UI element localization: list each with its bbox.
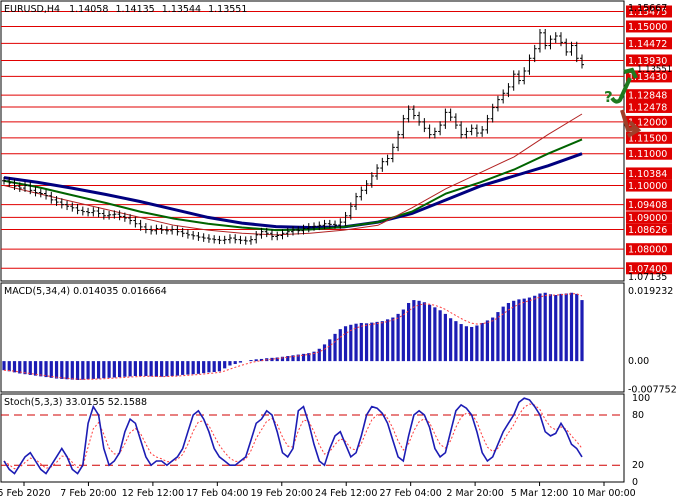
price-level-tag xyxy=(626,223,672,236)
question-mark-icon: ? xyxy=(604,88,613,106)
low-value: 1.13544 xyxy=(162,4,201,15)
current-price-label: 1.13551 xyxy=(637,65,672,75)
time-label: 19 Feb 20:00 xyxy=(251,488,313,499)
price-level-tag-label: 1.13430 xyxy=(628,72,667,83)
stochastic-label: Stoch(5,3,3) 33.0155 52.1588 xyxy=(4,397,147,408)
price-level-tag xyxy=(626,147,672,160)
chart-header: EURUSD,H4 1.14058 1.14135 1.13544 1.1355… xyxy=(4,4,247,15)
price-level-tag-label: 1.09000 xyxy=(628,213,667,224)
price-level-tag-label: 1.07400 xyxy=(628,264,667,275)
price-level-tag xyxy=(626,5,672,18)
macd-axis-label: 0.019232 xyxy=(628,286,673,297)
price-bars xyxy=(2,29,584,245)
price-level-tag xyxy=(626,100,672,113)
price-level-tag xyxy=(626,20,672,33)
price-level-tag-label: 1.08000 xyxy=(628,245,667,256)
stochastic-axis-label: 0 xyxy=(632,477,638,488)
price-level-tag xyxy=(626,70,672,83)
price-level-tag xyxy=(626,167,672,180)
price-level-tag-label: 1.12848 xyxy=(628,91,667,102)
time-axis: 5 Feb 2020 7 Feb 20:00 12 Feb 12:00 17 Feb … xyxy=(0,482,636,499)
price-level-tag-label: 1.10000 xyxy=(628,181,667,192)
up-arrow-icon xyxy=(610,77,632,104)
macd-axis-label: -0.007752 xyxy=(628,384,677,395)
open-value: 1.14058 xyxy=(69,4,108,15)
macd-signal-line xyxy=(3,293,583,380)
time-label: 24 Feb 12:00 xyxy=(315,488,377,499)
price-level-tag-label: 1.11500 xyxy=(628,133,667,144)
price-panel xyxy=(0,0,625,282)
stochastic-main-line xyxy=(3,397,583,475)
price-level-tag-label: 1.15475 xyxy=(628,7,667,18)
price-level-tag xyxy=(626,37,672,50)
price-level-tag-label: 1.13930 xyxy=(628,56,667,67)
price-level-tag-label: 1.10384 xyxy=(628,169,667,180)
price-level-tag xyxy=(626,115,672,128)
macd-label: MACD(5,34,4) 0.014035 0.016664 xyxy=(4,286,167,297)
up-arrow-head-icon xyxy=(623,67,638,79)
stochastic-lines: 100 80 20 0 xyxy=(1,393,650,488)
price-level-tag xyxy=(626,89,672,102)
down-arrow-icon xyxy=(620,109,637,133)
price-level-tag-label: 1.12478 xyxy=(628,102,667,113)
price-level-tag xyxy=(626,211,672,224)
time-label: 12 Feb 12:00 xyxy=(122,488,184,499)
price-level-tag xyxy=(626,179,672,192)
stochastic-axis-label: 20 xyxy=(632,460,644,471)
time-label: 10 Mar 00:00 xyxy=(572,488,635,499)
time-label: 7 Feb 20:00 xyxy=(60,488,116,499)
price-level-tag-label: 1.08626 xyxy=(628,225,667,236)
price-axis-top-label: 1.15667 xyxy=(628,3,667,14)
price-level-tag-label: 1.15000 xyxy=(628,22,667,33)
price-level-tag xyxy=(626,131,672,144)
price-level-tag-label: 1.14472 xyxy=(628,39,667,50)
price-level-tag xyxy=(626,243,672,256)
price-level-tag-label: 1.12000 xyxy=(628,117,667,128)
price-axis-bottom-label: 1.07135 xyxy=(628,272,667,283)
price-level-tag-label: 1.09408 xyxy=(628,200,667,211)
macd-histogram: 0.019232 0.00 -0.007752 xyxy=(2,286,677,395)
high-value: 1.14135 xyxy=(115,4,154,15)
price-level-tag-label: 1.11000 xyxy=(628,149,667,160)
price-level-tag xyxy=(626,54,672,67)
macd-axis-label: 0.00 xyxy=(628,356,649,367)
time-label: 17 Feb 04:00 xyxy=(186,488,248,499)
symbol-label: EURUSD,H4 xyxy=(4,4,60,15)
time-label: 27 Feb 04:00 xyxy=(380,488,442,499)
price-axis: 1.15475 1.15000 1.14472 1.13930 1.13430 1.128… xyxy=(626,3,672,283)
price-level-tag xyxy=(626,262,672,275)
close-value: 1.13551 xyxy=(208,4,247,15)
price-level-tag xyxy=(626,198,672,211)
time-label: 5 Feb 2020 xyxy=(0,488,51,499)
stochastic-axis-label: 80 xyxy=(632,410,644,421)
down-arrow-head-icon xyxy=(626,120,642,138)
signal-arrows: ? xyxy=(604,67,642,138)
stochastic-axis-label: 100 xyxy=(632,393,650,404)
time-label: 2 Mar 20:00 xyxy=(446,488,503,499)
time-label: 5 Mar 12:00 xyxy=(511,488,568,499)
